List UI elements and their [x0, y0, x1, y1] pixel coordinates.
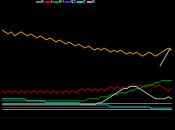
- Legend: PD, FI, M5S, NCD, SC, LN: PD, FI, M5S, NCD, SC, LN: [36, 0, 97, 5]
